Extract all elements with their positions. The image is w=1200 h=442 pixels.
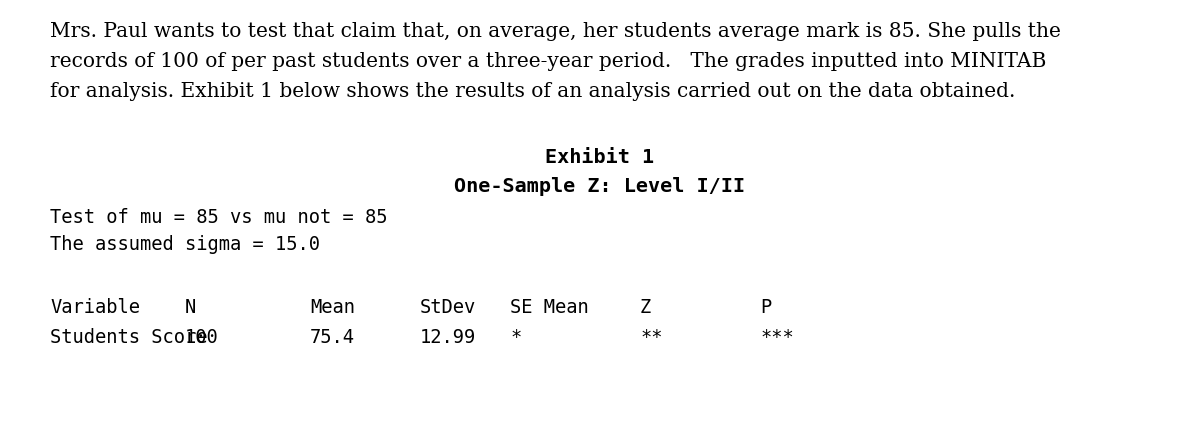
Text: The assumed sigma = 15.0: The assumed sigma = 15.0	[50, 235, 320, 254]
Text: **: **	[640, 328, 662, 347]
Text: Exhibit 1: Exhibit 1	[546, 148, 654, 167]
Text: 12.99: 12.99	[420, 328, 476, 347]
Text: ***: ***	[760, 328, 793, 347]
Text: 100: 100	[185, 328, 218, 347]
Text: Mrs. Paul wants to test that claim that, on average, her students average mark i: Mrs. Paul wants to test that claim that,…	[50, 22, 1061, 41]
Text: Z: Z	[640, 298, 652, 317]
Text: P: P	[760, 298, 772, 317]
Text: Students Score: Students Score	[50, 328, 208, 347]
Text: Mean: Mean	[310, 298, 355, 317]
Text: *: *	[510, 328, 521, 347]
Text: Variable: Variable	[50, 298, 140, 317]
Text: Test of mu = 85 vs mu not = 85: Test of mu = 85 vs mu not = 85	[50, 208, 388, 227]
Text: N: N	[185, 298, 197, 317]
Text: StDev: StDev	[420, 298, 476, 317]
Text: 75.4: 75.4	[310, 328, 355, 347]
Text: records of 100 of per past students over a three-year period.   The grades input: records of 100 of per past students over…	[50, 52, 1046, 71]
Text: One-Sample Z: Level I/II: One-Sample Z: Level I/II	[455, 177, 745, 196]
Text: SE Mean: SE Mean	[510, 298, 589, 317]
Text: for analysis. Exhibit 1 below shows the results of an analysis carried out on th: for analysis. Exhibit 1 below shows the …	[50, 82, 1015, 101]
